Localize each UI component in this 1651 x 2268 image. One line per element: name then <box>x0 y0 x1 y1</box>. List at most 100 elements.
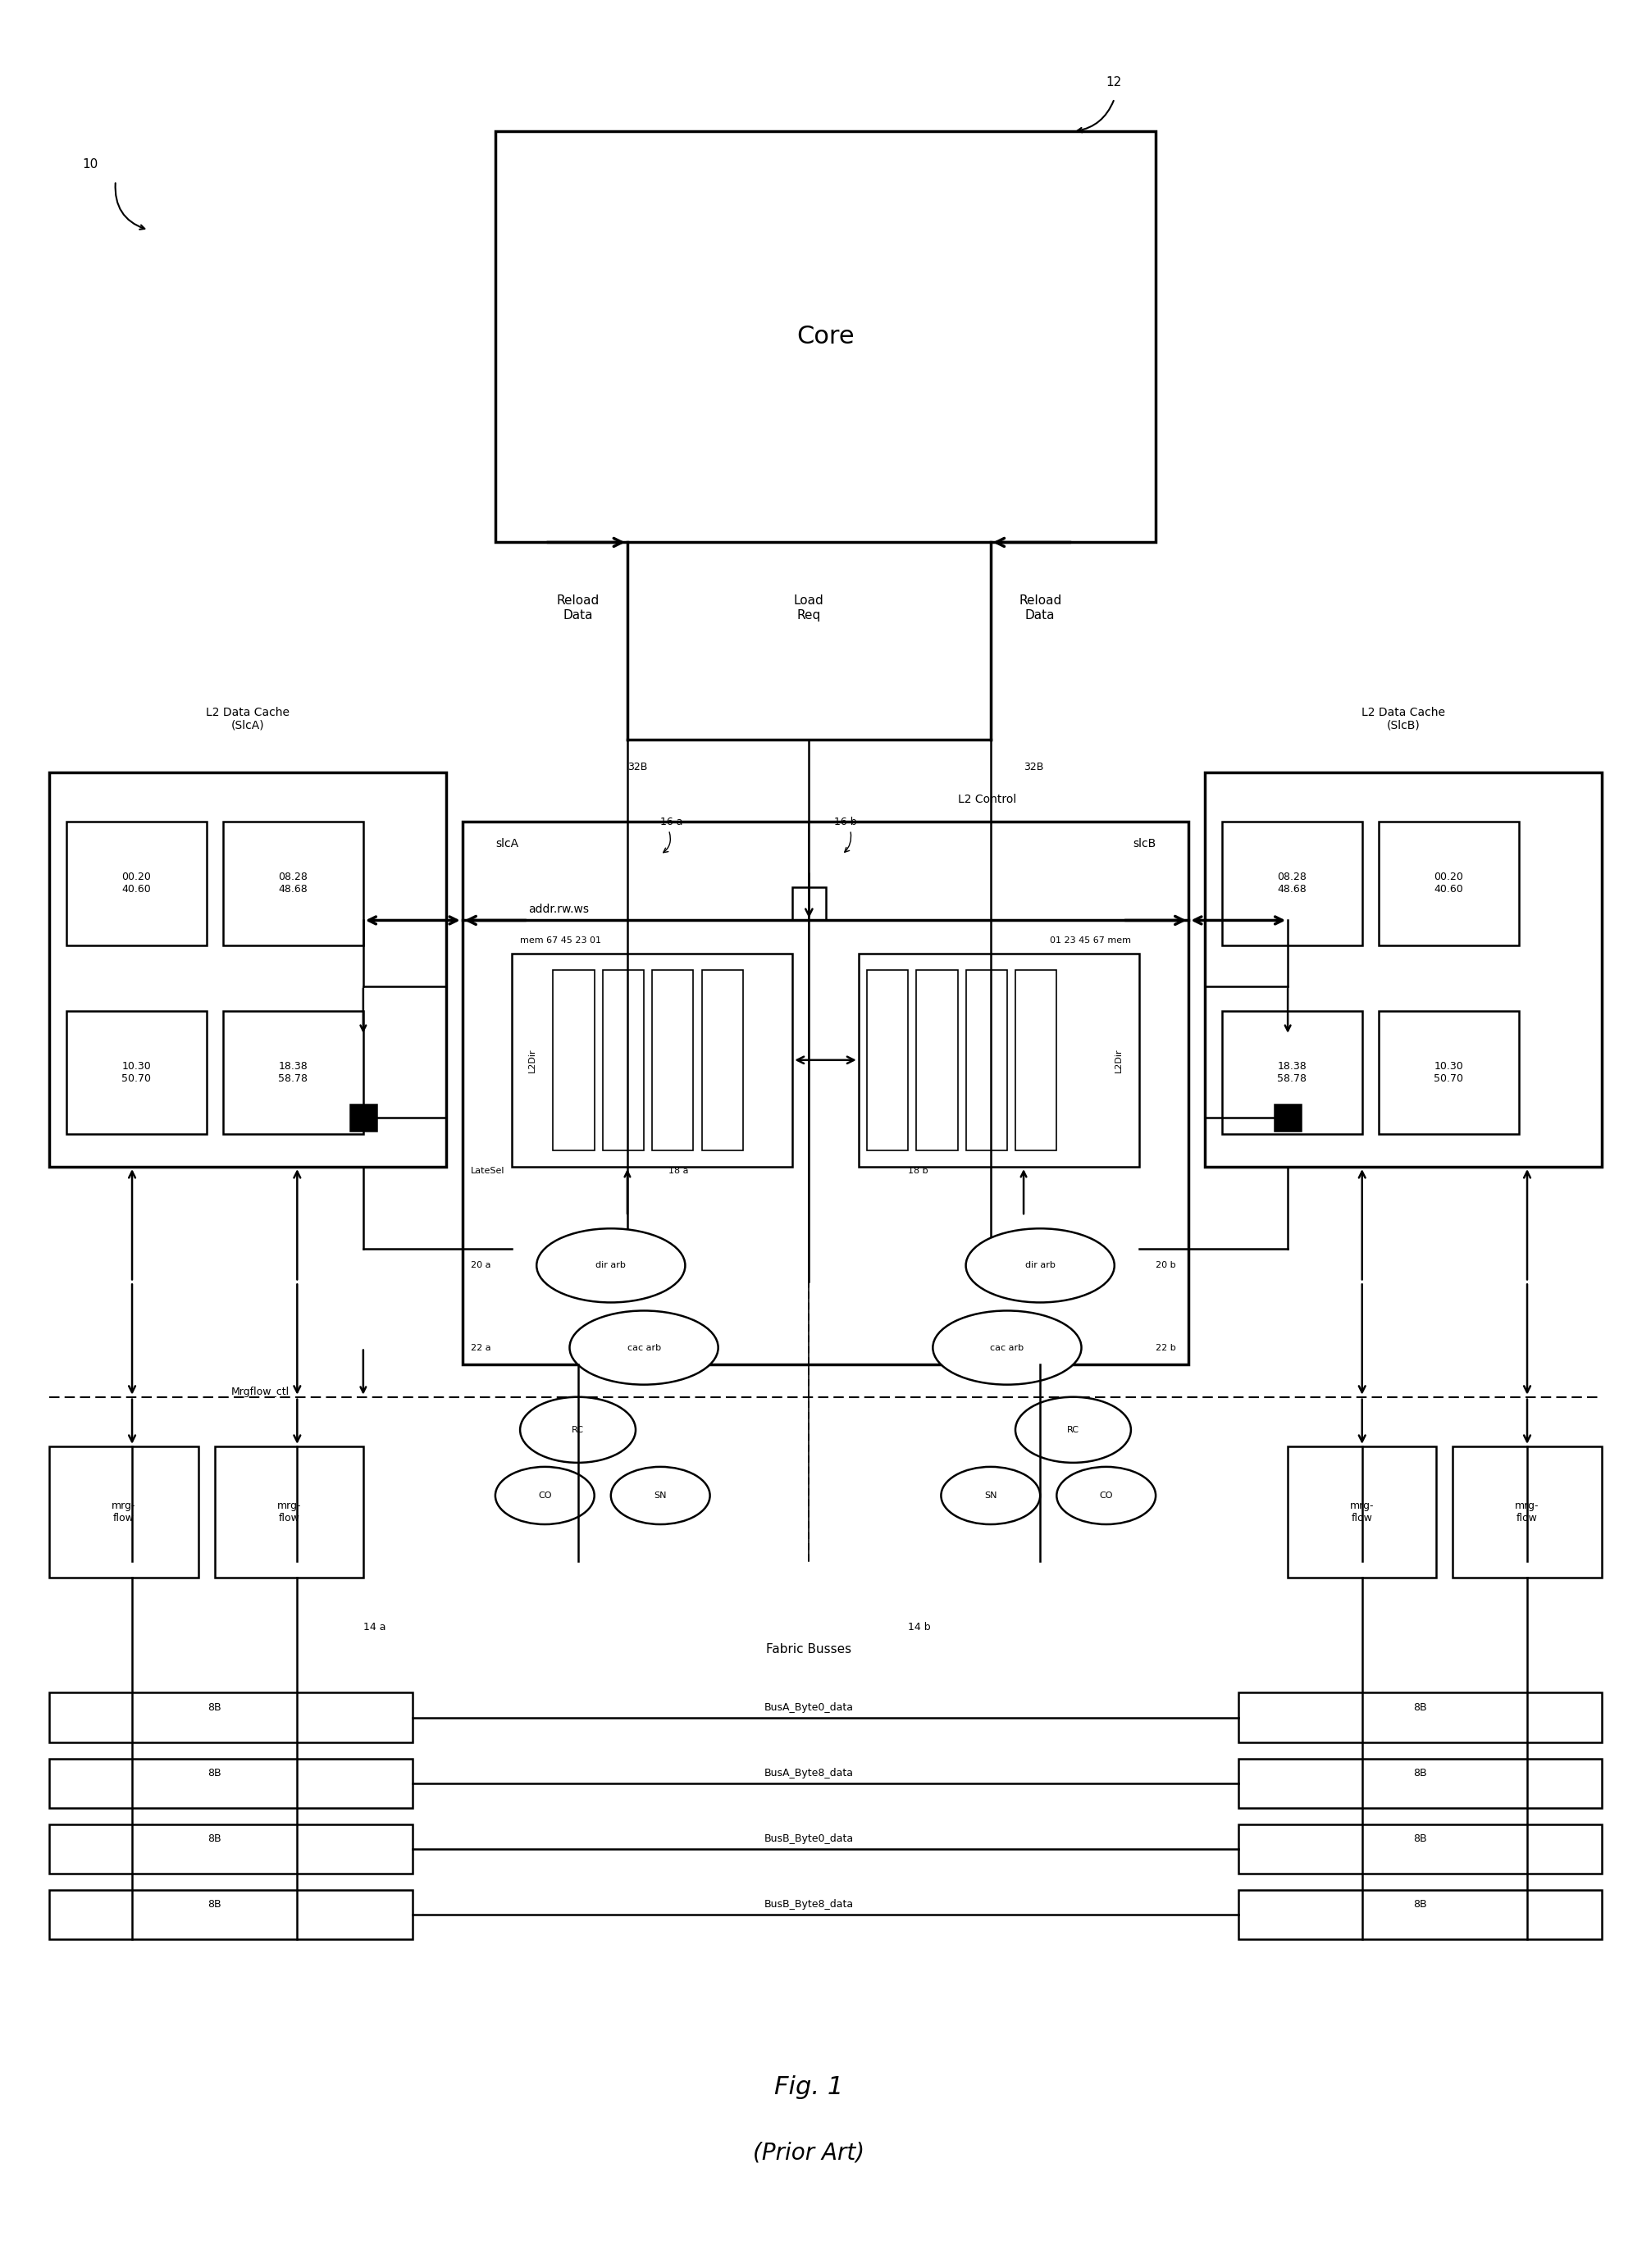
Text: L2Dir: L2Dir <box>1114 1048 1123 1073</box>
Ellipse shape <box>1057 1467 1156 1524</box>
Bar <box>66 1012 206 1134</box>
Ellipse shape <box>1015 1397 1131 1463</box>
Bar <box>1222 1012 1362 1134</box>
Text: 16 b: 16 b <box>834 816 857 828</box>
Bar <box>350 1105 376 1132</box>
Ellipse shape <box>537 1229 685 1302</box>
Text: L2 Data Cache
(SlcA): L2 Data Cache (SlcA) <box>206 708 289 730</box>
Bar <box>223 821 363 946</box>
Bar <box>966 971 1007 1150</box>
Text: BusA_Byte0_data: BusA_Byte0_data <box>764 1701 854 1712</box>
Text: CO: CO <box>538 1492 551 1499</box>
Text: 8B: 8B <box>208 1767 221 1778</box>
Text: 18 b: 18 b <box>908 1166 928 1175</box>
Bar <box>867 971 908 1150</box>
Text: slcA: slcA <box>495 839 518 850</box>
Bar <box>652 971 693 1150</box>
Text: 20 b: 20 b <box>1156 1261 1176 1270</box>
Text: 8B: 8B <box>208 1898 221 1910</box>
Bar <box>702 971 743 1150</box>
Text: 08.28
48.68: 08.28 48.68 <box>279 871 307 896</box>
Text: dir arb: dir arb <box>596 1261 626 1270</box>
Bar <box>50 773 446 1166</box>
Bar <box>1379 1012 1519 1134</box>
Bar <box>50 1692 413 1742</box>
Bar <box>50 1889 413 1939</box>
Bar <box>495 132 1156 542</box>
Text: 20 a: 20 a <box>471 1261 490 1270</box>
Text: 18.38
58.78: 18.38 58.78 <box>279 1061 307 1084</box>
Bar <box>1238 1758 1601 1808</box>
Text: Mrgflow_ctl: Mrgflow_ctl <box>231 1386 289 1397</box>
Bar <box>1238 1823 1601 1873</box>
Bar <box>1222 821 1362 946</box>
Text: cac arb: cac arb <box>991 1343 1024 1352</box>
Bar <box>462 821 1189 1363</box>
Text: 10.30
50.70: 10.30 50.70 <box>122 1061 150 1084</box>
Text: BusB_Byte8_data: BusB_Byte8_data <box>764 1898 854 1910</box>
Text: 18 a: 18 a <box>669 1166 688 1175</box>
Text: RC: RC <box>571 1427 584 1433</box>
Bar <box>1238 1692 1601 1742</box>
Text: 00.20
40.60: 00.20 40.60 <box>1435 871 1463 896</box>
Text: 32B: 32B <box>627 762 647 773</box>
Bar <box>1275 1105 1301 1132</box>
Text: 12: 12 <box>1106 77 1123 88</box>
Text: 10: 10 <box>83 159 99 170</box>
Text: LateSel: LateSel <box>471 1166 505 1175</box>
Text: 8B: 8B <box>1413 1833 1426 1844</box>
Ellipse shape <box>933 1311 1081 1386</box>
Text: 8B: 8B <box>1413 1898 1426 1910</box>
Text: L2 Data Cache
(SlcB): L2 Data Cache (SlcB) <box>1362 708 1445 730</box>
Bar <box>1453 1447 1601 1579</box>
Bar <box>1288 1447 1436 1579</box>
Bar <box>1379 821 1519 946</box>
Text: 22 a: 22 a <box>471 1343 490 1352</box>
Text: Load
Req: Load Req <box>794 594 824 621</box>
Text: 16 a: 16 a <box>660 816 684 828</box>
Text: mrg-
flow: mrg- flow <box>1516 1501 1539 1524</box>
Bar <box>859 953 1139 1166</box>
Bar <box>603 971 644 1150</box>
Bar <box>50 1447 198 1579</box>
Text: mrg-
flow: mrg- flow <box>112 1501 135 1524</box>
Text: 14 a: 14 a <box>363 1622 386 1633</box>
Bar <box>1015 971 1057 1150</box>
Ellipse shape <box>941 1467 1040 1524</box>
Bar <box>215 1447 363 1579</box>
Text: 8B: 8B <box>208 1701 221 1712</box>
Text: SN: SN <box>984 1492 997 1499</box>
Text: 00.20
40.60: 00.20 40.60 <box>122 871 150 896</box>
Text: BusA_Byte8_data: BusA_Byte8_data <box>764 1767 854 1778</box>
Text: mrg-
flow: mrg- flow <box>277 1501 300 1524</box>
Text: 01 23 45 67 mem: 01 23 45 67 mem <box>1050 937 1131 946</box>
Ellipse shape <box>966 1229 1114 1302</box>
Text: slcB: slcB <box>1133 839 1156 850</box>
Bar <box>1205 773 1601 1166</box>
Text: BusB_Byte0_data: BusB_Byte0_data <box>764 1833 854 1844</box>
Text: 8B: 8B <box>208 1833 221 1844</box>
Ellipse shape <box>495 1467 594 1524</box>
Text: RC: RC <box>1067 1427 1080 1433</box>
Text: dir arb: dir arb <box>1025 1261 1055 1270</box>
Bar <box>1238 1889 1601 1939</box>
Bar <box>792 887 826 921</box>
Text: mrg-
flow: mrg- flow <box>1351 1501 1374 1524</box>
Text: CO: CO <box>1100 1492 1113 1499</box>
Text: 32B: 32B <box>1024 762 1043 773</box>
Text: SN: SN <box>654 1492 667 1499</box>
Text: 10.30
50.70: 10.30 50.70 <box>1435 1061 1463 1084</box>
Text: 8B: 8B <box>1413 1701 1426 1712</box>
Text: 08.28
48.68: 08.28 48.68 <box>1278 871 1306 896</box>
Ellipse shape <box>570 1311 718 1386</box>
Text: L2 Control: L2 Control <box>958 794 1015 805</box>
Bar <box>223 1012 363 1134</box>
Text: L2Dir: L2Dir <box>528 1048 537 1073</box>
Text: Fabric Busses: Fabric Busses <box>766 1644 852 1656</box>
Text: 18.38
58.78: 18.38 58.78 <box>1278 1061 1306 1084</box>
Ellipse shape <box>611 1467 710 1524</box>
Text: 8B: 8B <box>1413 1767 1426 1778</box>
Text: 22 b: 22 b <box>1156 1343 1176 1352</box>
Bar <box>66 821 206 946</box>
Text: addr.rw.ws: addr.rw.ws <box>528 905 589 916</box>
